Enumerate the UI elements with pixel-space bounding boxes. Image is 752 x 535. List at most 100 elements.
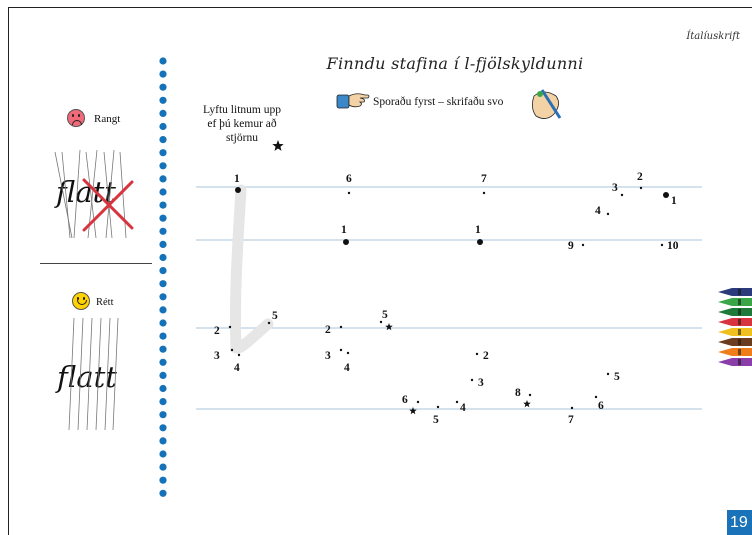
writing-hand-icon bbox=[532, 89, 562, 119]
dot-label: 4 bbox=[234, 362, 240, 374]
star-icon bbox=[272, 140, 531, 415]
dot-label: 4 bbox=[460, 402, 466, 414]
star-icon bbox=[523, 400, 531, 408]
page-frame bbox=[8, 7, 752, 535]
dot-label: 6 bbox=[598, 400, 604, 412]
dot-label: 1 bbox=[671, 195, 677, 207]
spiral-dot bbox=[159, 201, 167, 209]
writing-guide-lines bbox=[196, 186, 702, 410]
dot-large bbox=[235, 187, 241, 193]
star-icon bbox=[409, 407, 417, 415]
spiral-dot bbox=[159, 109, 167, 117]
spiral-dot bbox=[159, 214, 167, 222]
spiral-dot bbox=[159, 188, 167, 196]
lift-note-line: Lyftu litnum upp bbox=[203, 104, 281, 116]
spiral-dot bbox=[159, 424, 167, 432]
spiral-dot bbox=[159, 280, 167, 288]
spiral-binding bbox=[159, 57, 167, 497]
cross-mark-icon bbox=[82, 178, 134, 232]
dot-label: 1 bbox=[475, 224, 481, 236]
spiral-dot bbox=[159, 450, 167, 458]
wrong-slant-lines bbox=[54, 149, 127, 239]
dot-label: 4 bbox=[344, 362, 350, 374]
spiral-dot bbox=[159, 227, 167, 235]
dot-label: 2 bbox=[637, 171, 643, 183]
dot-label: 5 bbox=[382, 309, 388, 321]
dot-label: 4 bbox=[595, 205, 601, 217]
script-style-tag: Ítalíuskrift bbox=[686, 31, 740, 42]
spiral-dot bbox=[159, 240, 167, 248]
dot-label: 2 bbox=[325, 324, 331, 336]
crayon bbox=[718, 338, 752, 346]
spiral-dot bbox=[159, 293, 167, 301]
spiral-dot bbox=[159, 70, 167, 78]
dot-label: 5 bbox=[614, 371, 620, 383]
spiral-dot bbox=[159, 136, 167, 144]
spiral-dot bbox=[159, 371, 167, 379]
right-slant-lines bbox=[68, 317, 119, 431]
dot-label: 10 bbox=[667, 240, 679, 252]
dot-label: 3 bbox=[214, 350, 220, 362]
dot-label: 3 bbox=[478, 377, 484, 389]
spiral-dot bbox=[159, 398, 167, 406]
crayon bbox=[718, 308, 752, 316]
smiley-face-icon bbox=[72, 292, 90, 310]
dot-large bbox=[663, 192, 669, 198]
traced-letter-l bbox=[229, 184, 274, 354]
spiral-dot bbox=[159, 489, 167, 497]
spiral-dot bbox=[159, 319, 167, 327]
instruction-text: Sporaðu fyrst – skrifaðu svo bbox=[373, 96, 504, 108]
page-number: 19 bbox=[727, 510, 752, 535]
dot-label: 6 bbox=[402, 394, 408, 406]
dot-number-labels: 1 2 3 4 5 6 1 2 3 4 5 7 1 2 3 4 5 6 1 2 … bbox=[214, 171, 679, 426]
spiral-dot bbox=[159, 358, 167, 366]
crayon bbox=[718, 348, 752, 356]
spiral-dot bbox=[159, 253, 167, 262]
spiral-dot bbox=[159, 463, 167, 471]
spiral-dot bbox=[159, 122, 167, 131]
dot-label: 9 bbox=[568, 240, 574, 252]
dot-label: 5 bbox=[272, 310, 278, 322]
crayon bbox=[718, 358, 752, 366]
spiral-dot bbox=[159, 83, 167, 91]
dot-label: 2 bbox=[214, 325, 220, 337]
spiral-dot bbox=[159, 149, 167, 157]
dot-label: 2 bbox=[483, 350, 489, 362]
crayon bbox=[718, 288, 752, 296]
crayons-icon bbox=[718, 288, 752, 366]
dot-label: 3 bbox=[612, 182, 618, 194]
spiral-dot bbox=[159, 476, 167, 484]
dot-label: 7 bbox=[481, 173, 487, 185]
dot-label: 6 bbox=[346, 173, 352, 185]
tracing-dots bbox=[228, 186, 669, 410]
lift-note: Lyftu litnum upp ef þú kemur að stjörnu bbox=[192, 103, 292, 145]
crayon bbox=[718, 328, 752, 336]
crayon bbox=[718, 318, 752, 326]
spiral-dot bbox=[159, 175, 167, 183]
dot-label: 1 bbox=[234, 173, 240, 185]
dot-large bbox=[477, 239, 483, 245]
dot-label: 7 bbox=[568, 414, 574, 426]
example-divider bbox=[40, 263, 152, 264]
spiral-dot bbox=[159, 96, 167, 104]
spiral-dot bbox=[159, 332, 167, 340]
spiral-dot bbox=[159, 162, 167, 170]
dot-label: 1 bbox=[341, 224, 347, 236]
star-icon bbox=[272, 140, 284, 151]
spiral-dot bbox=[159, 267, 167, 275]
dot-large bbox=[343, 239, 349, 245]
dot-label: 8 bbox=[515, 387, 521, 399]
crayon bbox=[718, 298, 752, 306]
lift-note-line: stjörnu bbox=[226, 132, 258, 144]
spiral-dot bbox=[159, 384, 167, 393]
spiral-dot bbox=[159, 306, 167, 314]
wrong-label: Rangt bbox=[94, 113, 121, 125]
lift-note-line: ef þú kemur að bbox=[207, 118, 277, 130]
dot-label: 3 bbox=[325, 350, 331, 362]
spiral-dot bbox=[159, 411, 167, 419]
dot-label: 5 bbox=[433, 414, 439, 426]
right-label: Rétt bbox=[96, 297, 114, 308]
spiral-dot bbox=[159, 437, 167, 445]
